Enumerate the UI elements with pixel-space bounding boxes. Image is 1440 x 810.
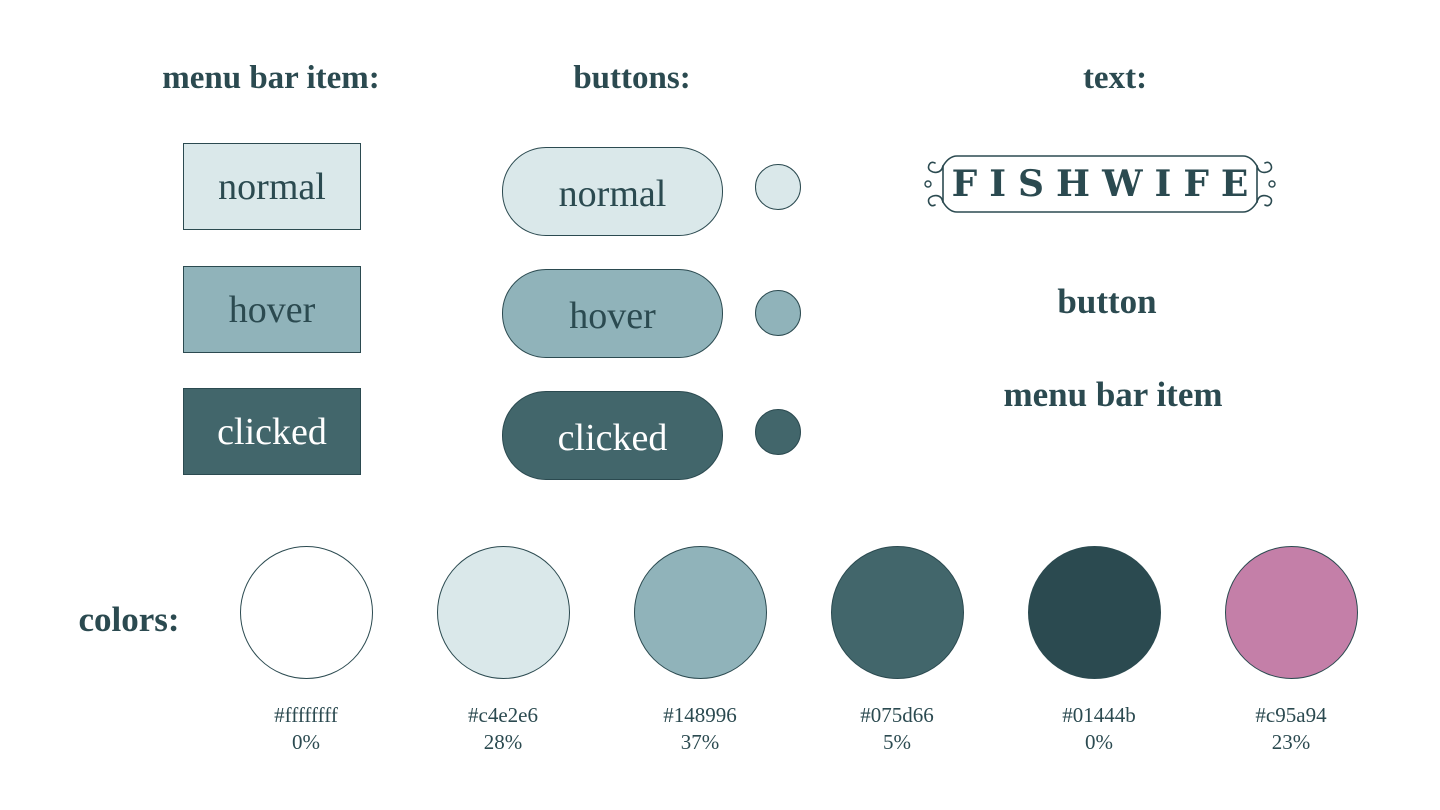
color-swatch xyxy=(830,546,964,679)
logo-frame xyxy=(924,155,1276,213)
color-swatch xyxy=(1027,546,1161,679)
color-percent: 0% xyxy=(1085,730,1113,754)
color-percent: 5% xyxy=(883,730,911,754)
color-swatch xyxy=(633,546,767,679)
color-swatch xyxy=(239,546,373,679)
color-swatch-label: #075d66 5% xyxy=(817,702,977,756)
logo-text: FISHWIFE xyxy=(951,163,1261,205)
menu-item-normal-label: normal xyxy=(218,165,326,208)
button-normal[interactable]: normal xyxy=(502,147,723,236)
fishwife-logo: FISHWIFE xyxy=(921,152,1279,216)
color-hex: #075d66 xyxy=(860,703,934,727)
button-clicked-label: clicked xyxy=(557,416,668,459)
color-swatch-label: #148996 37% xyxy=(620,702,780,756)
color-hex: #01444b xyxy=(1062,703,1136,727)
color-swatch-label: #ffffffff 0% xyxy=(226,702,386,756)
button-clicked[interactable]: clicked xyxy=(502,391,723,480)
menu-item-clicked-label: clicked xyxy=(217,410,327,453)
color-swatch-label: #c4e2e6 28% xyxy=(423,702,583,756)
text-sample-menu-bar-item: menu bar item xyxy=(1003,375,1223,414)
color-hex: #148996 xyxy=(663,703,737,727)
menu-item-clicked[interactable]: clicked xyxy=(183,388,361,475)
color-hex: #ffffffff xyxy=(274,703,338,727)
button-hover-label: hover xyxy=(569,294,656,337)
button-normal-label: normal xyxy=(558,172,667,215)
color-hex: #c95a94 xyxy=(1255,703,1327,727)
round-button-clicked[interactable] xyxy=(755,409,801,455)
menu-bar-item-heading: menu bar item: xyxy=(162,60,380,96)
color-swatch-label: #01444b 0% xyxy=(1019,702,1179,756)
color-percent: 0% xyxy=(292,730,320,754)
round-button-hover[interactable] xyxy=(755,290,801,336)
color-percent: 37% xyxy=(680,730,720,754)
text-sample-button: button xyxy=(1057,282,1157,321)
menu-item-normal[interactable]: normal xyxy=(183,143,361,230)
round-button-normal[interactable] xyxy=(755,164,801,210)
color-percent: 23% xyxy=(1271,730,1311,754)
color-swatch xyxy=(436,546,570,679)
color-swatch-label: #c95a94 23% xyxy=(1211,702,1371,756)
menu-item-hover[interactable]: hover xyxy=(183,266,361,353)
color-swatch xyxy=(1224,546,1358,679)
menu-item-hover-label: hover xyxy=(228,288,316,331)
color-hex: #c4e2e6 xyxy=(468,703,538,727)
button-hover[interactable]: hover xyxy=(502,269,723,358)
text-heading: text: xyxy=(1082,60,1148,96)
colors-heading: colors: xyxy=(78,600,180,639)
buttons-heading: buttons: xyxy=(573,60,691,96)
color-percent: 28% xyxy=(483,730,523,754)
